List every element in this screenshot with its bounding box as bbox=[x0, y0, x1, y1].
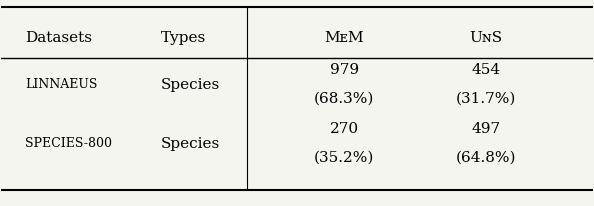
Text: UɴS: UɴS bbox=[470, 31, 503, 45]
Text: (64.8%): (64.8%) bbox=[456, 151, 516, 165]
Text: MᴇM: MᴇM bbox=[324, 31, 364, 45]
Text: 270: 270 bbox=[330, 122, 359, 136]
Text: LINNAEUS: LINNAEUS bbox=[25, 78, 97, 91]
Text: (31.7%): (31.7%) bbox=[456, 92, 516, 106]
Text: (68.3%): (68.3%) bbox=[314, 92, 374, 106]
Text: Datasets: Datasets bbox=[25, 31, 92, 45]
Text: Species: Species bbox=[161, 78, 220, 92]
Text: (35.2%): (35.2%) bbox=[314, 151, 374, 165]
Text: 979: 979 bbox=[330, 63, 359, 77]
Text: Species: Species bbox=[161, 137, 220, 151]
Text: Types: Types bbox=[161, 31, 206, 45]
Text: SPECIES-800: SPECIES-800 bbox=[25, 137, 112, 150]
Text: 497: 497 bbox=[472, 122, 501, 136]
Text: 454: 454 bbox=[472, 63, 501, 77]
